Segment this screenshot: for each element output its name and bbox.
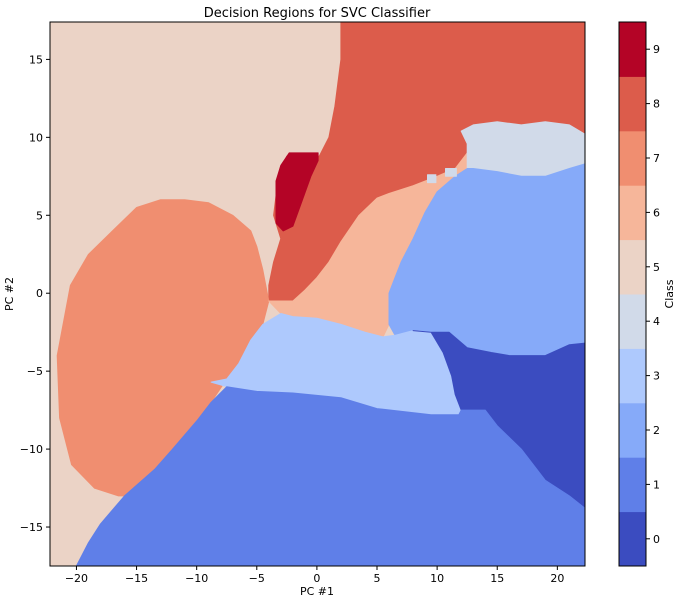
decision-regions	[50, 22, 585, 566]
colorbar: 0 1 2 3 4 5 6 7 8 9	[618, 21, 660, 567]
colorbar-tick-label: 5	[653, 261, 660, 274]
y-tick-label: 15	[29, 53, 43, 66]
colorbar-segment-9	[619, 22, 646, 77]
y-tick-label: 5	[36, 209, 43, 222]
colorbar-segment-8	[619, 76, 646, 132]
x-axis-label: PC #1	[300, 585, 334, 598]
colorbar-segment-5	[619, 239, 646, 295]
x-axis: −20 −15 −10 −5 0 5 10 15 20	[65, 566, 564, 585]
x-tick-label: −20	[65, 572, 88, 585]
colorbar-tick-label: 7	[653, 152, 660, 165]
x-tick-label: 20	[550, 572, 564, 585]
x-tick-label: −5	[249, 572, 265, 585]
colorbar-label: Class	[663, 279, 676, 308]
x-tick-label: 15	[490, 572, 504, 585]
x-tick-label: −15	[125, 572, 148, 585]
colorbar-tick-label: 9	[653, 43, 660, 56]
colorbar-segment-3	[619, 348, 646, 404]
colorbar-tick-label: 2	[653, 424, 660, 437]
x-tick-label: 5	[374, 572, 381, 585]
x-tick-label: −10	[185, 572, 208, 585]
y-tick-label: 10	[29, 131, 43, 144]
colorbar-segment-4	[619, 294, 646, 349]
colorbar-tick-label: 0	[653, 533, 660, 546]
region-class-4	[427, 174, 437, 184]
plot-frame	[49, 21, 586, 567]
region-class-9	[275, 152, 319, 232]
colorbar-segment-2	[619, 402, 646, 458]
y-tick-label: −10	[20, 443, 43, 456]
colorbar-segment-7	[619, 130, 646, 186]
colorbar-tick-label: 8	[653, 98, 660, 111]
colorbar-segment-1	[619, 457, 646, 513]
y-tick-label: 0	[36, 287, 43, 300]
chart-title: Decision Regions for SVC Classifier	[204, 6, 431, 21]
x-tick-label: 10	[430, 572, 444, 585]
colorbar-segment-6	[619, 185, 646, 241]
colorbar-frame	[618, 21, 647, 567]
colorbar-segment-0	[619, 511, 646, 567]
y-axis-label: PC #2	[3, 277, 16, 311]
colorbar-tick-label: 6	[653, 206, 660, 219]
y-tick-label: −5	[27, 365, 43, 378]
y-tick-label: −15	[20, 521, 43, 534]
region-class-4	[445, 168, 457, 177]
x-tick-label: 0	[313, 572, 320, 585]
region-class-4	[460, 121, 585, 177]
colorbar-tick-label: 4	[653, 315, 660, 328]
y-axis: −15 −10 −5 0 5 10 15	[20, 53, 50, 534]
region-class-1	[75, 386, 585, 566]
colorbar-tick-label: 3	[653, 370, 660, 383]
colorbar-tick-label: 1	[653, 478, 660, 491]
